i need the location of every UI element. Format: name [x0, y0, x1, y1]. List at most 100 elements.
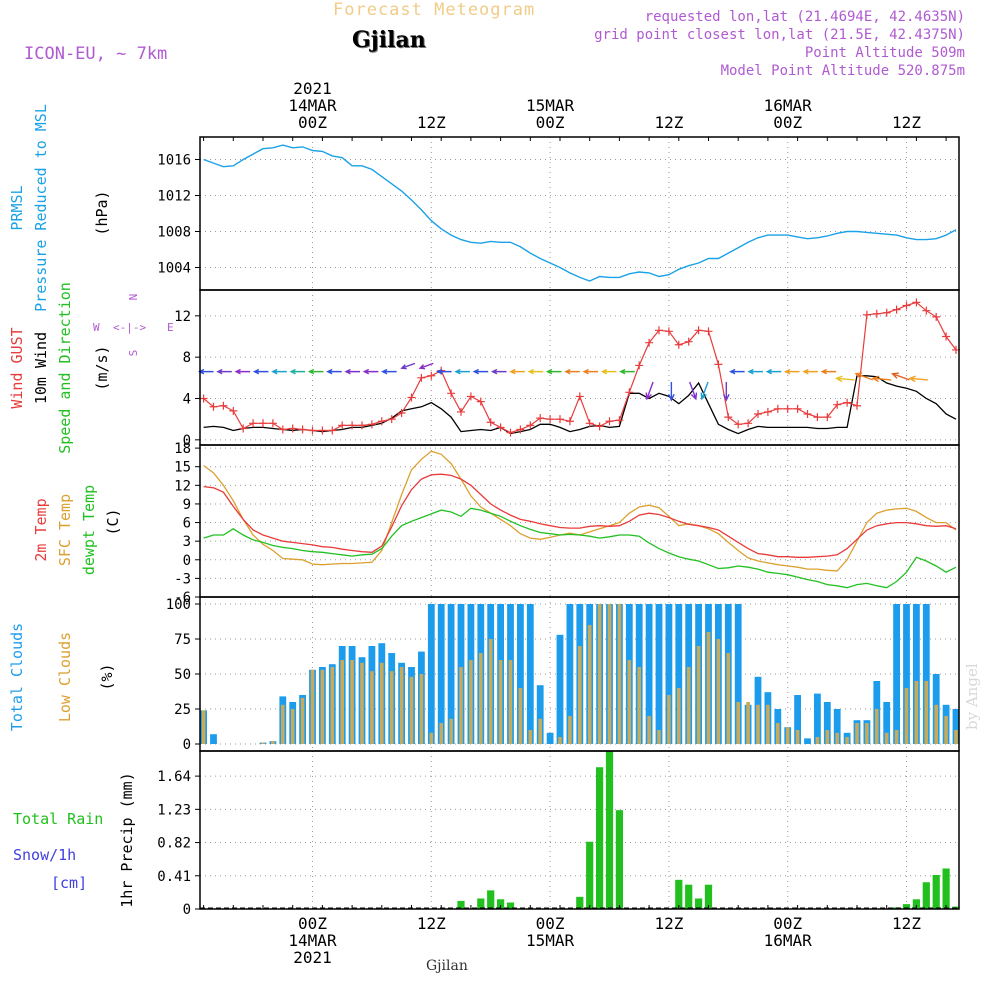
- wind-direction-arrow: [400, 362, 416, 370]
- low-clouds-bar: [459, 667, 463, 744]
- wind-gust-marker: [367, 420, 376, 429]
- low-clouds-bar: [954, 730, 958, 744]
- low-clouds-bar: [924, 681, 929, 744]
- wind-gust-marker: [288, 424, 297, 433]
- precip-label-cm: [cm]: [51, 874, 87, 892]
- time-label-top: 12Z: [654, 113, 683, 132]
- time-label-top: 00Z: [773, 113, 802, 132]
- wind-direction-arrow: [197, 368, 214, 375]
- total-clouds-bar: [526, 604, 534, 744]
- precip-ytick-label: 1.64: [157, 769, 191, 785]
- low-clouds-bar: [726, 653, 731, 744]
- low-clouds-bar: [677, 688, 681, 744]
- total-clouds-bar: [833, 709, 841, 744]
- wind-gust-marker: [625, 388, 634, 397]
- wind-direction-arrow: [564, 368, 580, 375]
- total-clouds-bar: [913, 604, 920, 744]
- low-clouds-bar: [845, 737, 849, 744]
- wind-gust-marker: [278, 425, 287, 434]
- low-clouds-bar: [360, 662, 364, 744]
- low-clouds-bar: [597, 604, 602, 744]
- temp-label-dewpt: dewpt Temp: [80, 485, 98, 575]
- sfc-temp-line: [203, 450, 957, 572]
- wind-direction-arrow: [834, 375, 855, 383]
- low-clouds-bar: [746, 702, 750, 744]
- wind-gust-marker: [506, 428, 515, 437]
- low-clouds-bar: [380, 662, 384, 744]
- wind-gust-marker: [417, 373, 426, 382]
- low-clouds-bar: [696, 646, 701, 744]
- time-label-top: 00Z: [298, 113, 327, 132]
- rain-bar: [586, 841, 594, 909]
- total-clouds-bar: [517, 604, 524, 744]
- wind-gust-marker: [892, 305, 901, 314]
- wind-gust-marker: [348, 421, 357, 430]
- low-clouds-bar: [488, 639, 493, 744]
- wind-direction-arrow: [527, 368, 544, 375]
- low-clouds-bar: [261, 742, 265, 744]
- rain-bar: [932, 874, 940, 909]
- wind-direction-arrow: [600, 368, 617, 375]
- rain-bar: [615, 810, 623, 909]
- wind-gust-marker: [823, 413, 832, 422]
- temp-label-2m: 2m Temp: [32, 498, 50, 561]
- wind-gust-marker: [853, 401, 861, 410]
- wind-gust-marker: [249, 419, 258, 428]
- precip-ytick-label: 0: [183, 902, 191, 918]
- wind-gust-marker: [744, 419, 753, 428]
- wind-gust-marker: [922, 306, 931, 315]
- credit-label: by Angel: [963, 663, 981, 730]
- wind-gust-marker: [516, 425, 525, 434]
- wind-direction-arrow: [490, 368, 507, 375]
- low-clouds-bar: [667, 695, 671, 744]
- wind-gust-marker: [457, 407, 465, 416]
- low-clouds-bar: [795, 730, 800, 744]
- low-clouds-bar: [914, 681, 919, 744]
- time-label-bottom: 15MAR: [526, 931, 575, 950]
- low-clouds-bar: [508, 660, 513, 744]
- time-label-top: 16MAR: [764, 96, 813, 115]
- wind-gust-marker: [536, 414, 545, 423]
- wind-gust-marker: [862, 310, 871, 319]
- wind-gust-marker: [674, 340, 683, 349]
- wind-gust-marker: [209, 402, 218, 411]
- compass-n: N: [127, 294, 140, 301]
- low-clouds-bar: [686, 667, 691, 744]
- total-clouds-bar: [536, 685, 544, 744]
- wind-ytick-label: 4: [183, 392, 191, 408]
- low-clouds-bar: [647, 716, 651, 744]
- wind-gust-marker: [526, 421, 535, 430]
- model-altitude: Model Point Altitude 520.875m: [720, 63, 965, 79]
- wind-direction-arrow: [722, 381, 730, 402]
- wind-gust-marker: [496, 423, 505, 432]
- wind-label-gust: Wind GUST: [8, 327, 26, 408]
- time-label-top: 00Z: [536, 113, 565, 132]
- clouds-ytick-label: 50: [174, 667, 191, 683]
- temp-ytick-label: -3: [174, 571, 191, 587]
- wind-gust-marker: [476, 397, 485, 406]
- low-clouds-bar: [865, 723, 869, 744]
- wind-gust-marker: [773, 404, 782, 413]
- temp-ytick-label: 3: [183, 534, 191, 550]
- clouds-unit-label: (%): [98, 663, 116, 690]
- low-clouds-bar: [340, 660, 344, 744]
- time-label-top: 12Z: [892, 113, 921, 132]
- low-clouds-bar: [706, 632, 711, 744]
- wind-gust-marker: [833, 400, 842, 409]
- precip-ytick-label: 0.82: [157, 836, 191, 852]
- low-clouds-bar: [528, 730, 533, 744]
- wind-panel-frame: [199, 289, 960, 446]
- wind-direction-arrow: [234, 368, 251, 375]
- low-clouds-bar: [716, 639, 721, 744]
- low-clouds-bar: [201, 710, 206, 744]
- low-clouds-bar: [607, 604, 612, 744]
- wind-gust-marker: [298, 425, 307, 434]
- wind-gust-marker: [635, 361, 644, 370]
- clouds-label-total: Total Clouds: [8, 623, 26, 731]
- low-clouds-bar: [429, 732, 434, 744]
- time-label-bottom: 16MAR: [764, 931, 813, 950]
- temp-2m-line: [203, 473, 957, 558]
- total-clouds-bar: [210, 734, 217, 744]
- wind-gust-marker: [783, 404, 792, 413]
